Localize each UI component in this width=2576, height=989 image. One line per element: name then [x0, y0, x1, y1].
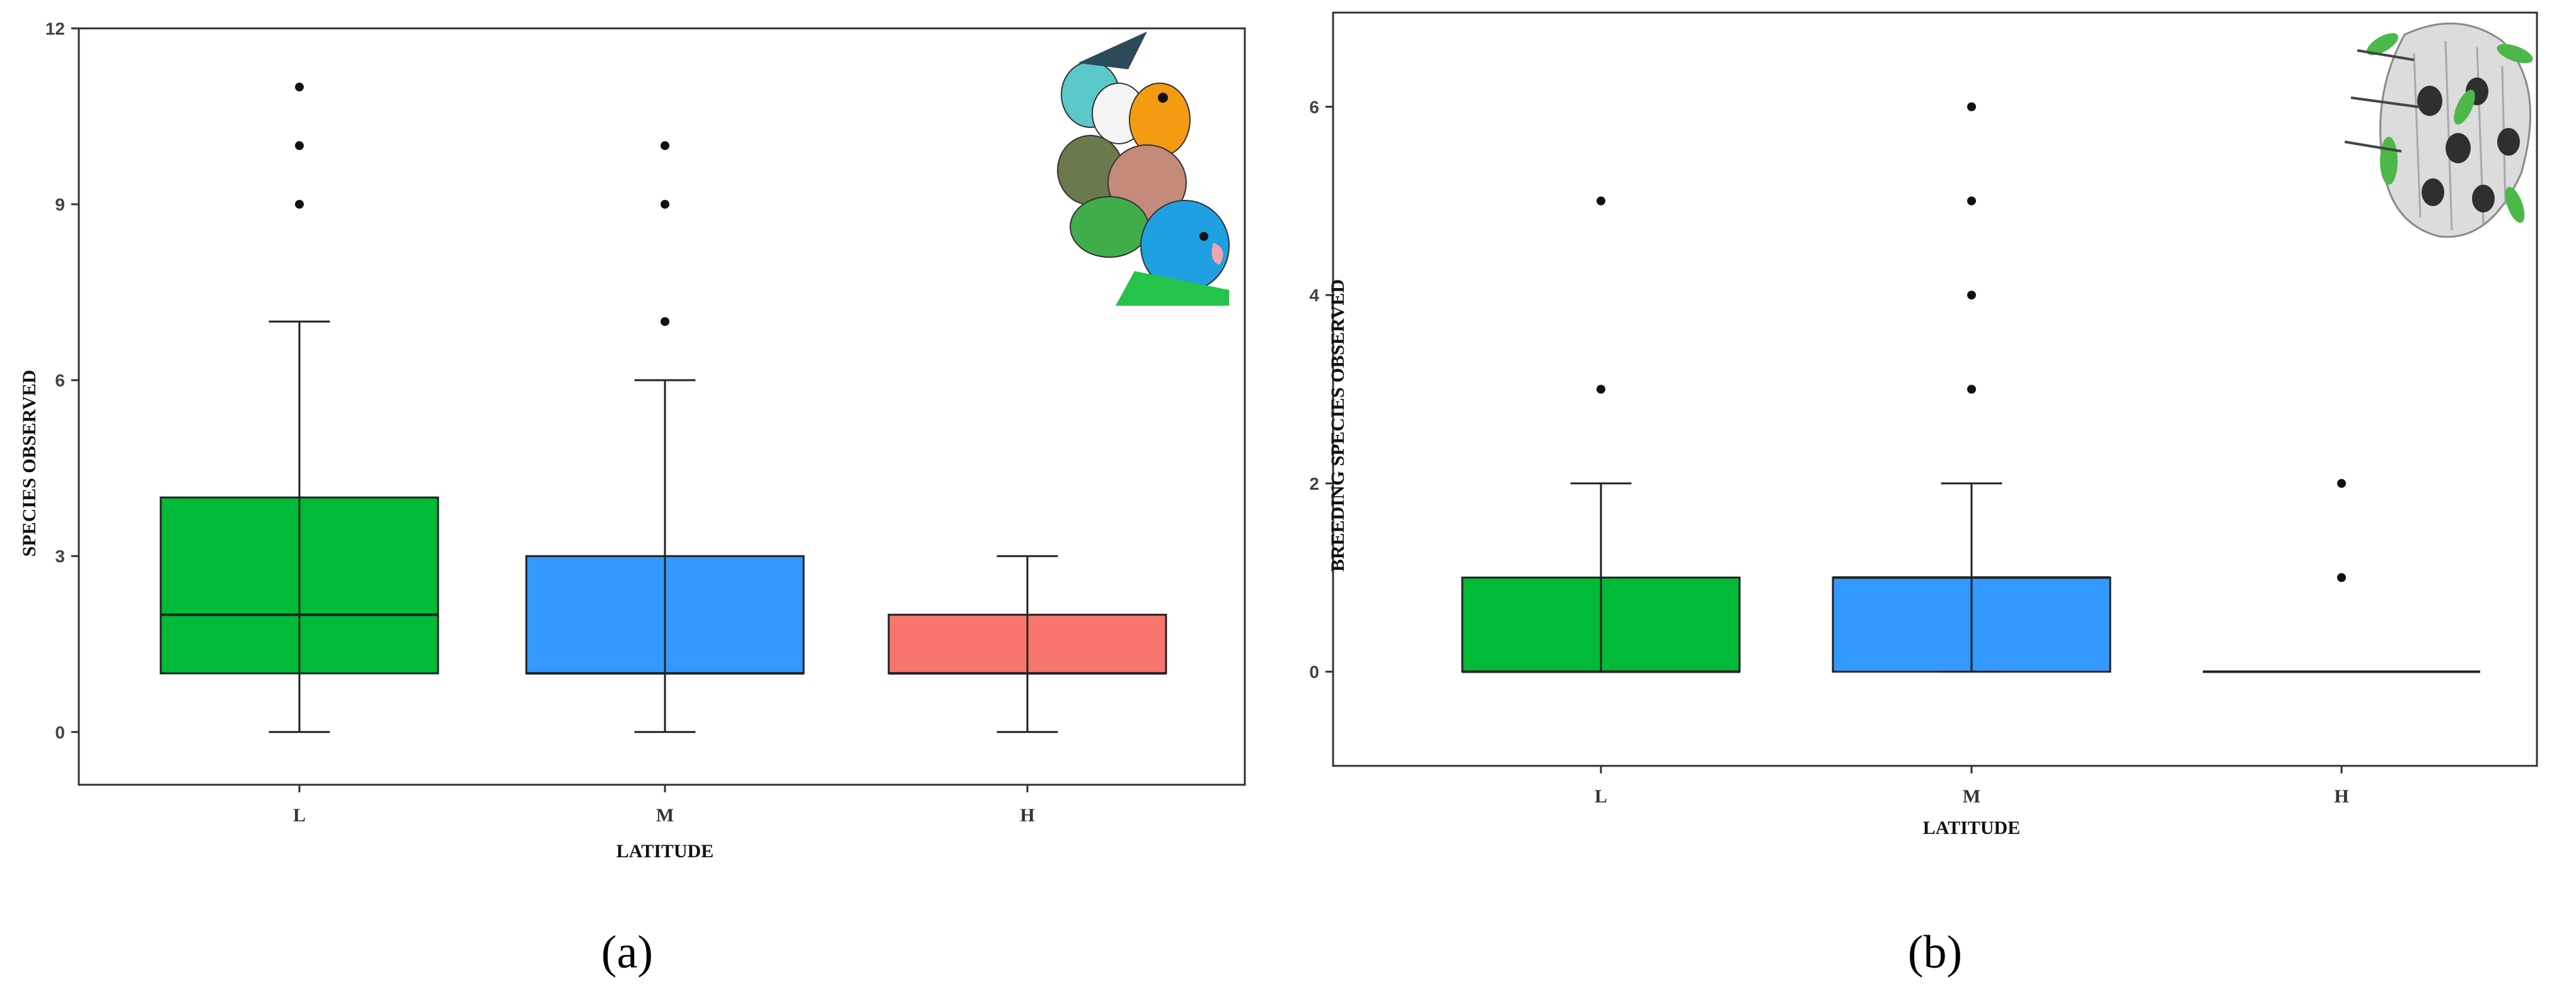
box-outlier-point [2337, 478, 2346, 488]
box-outlier-point [295, 141, 304, 151]
box-outlier-point [1967, 291, 1976, 300]
box-H [2203, 478, 2480, 673]
panel-a-label: (a) [601, 927, 653, 978]
box-outlier-point [1967, 196, 1976, 205]
y-tick-label: 6 [1309, 97, 1319, 117]
x-tick-label: L [1595, 786, 1607, 807]
box-outlier-point [1597, 385, 1605, 394]
box-outlier-point [2337, 573, 2346, 582]
x-tick-label: H [1020, 805, 1034, 826]
box-outlier-point [661, 141, 669, 151]
panel-b-y-axis-title: BREEDING SPECIES OBSERVED [1327, 279, 1348, 572]
box-H [887, 555, 1167, 733]
y-tick-label: 9 [55, 195, 65, 214]
box-L [159, 83, 439, 733]
y-tick-label: 4 [1309, 286, 1319, 305]
y-tick-label: 0 [55, 722, 65, 742]
box-M [525, 141, 805, 733]
box-outlier-point [1967, 385, 1976, 394]
parrots-illustration [1057, 32, 1230, 306]
panel-b-y-ticks: 0 2 4 6 [1309, 97, 1333, 682]
box-outlier-point [1597, 196, 1605, 205]
x-tick-label: M [1963, 786, 1980, 807]
box-outlier-point [661, 200, 669, 209]
panel-a-x-axis-title: LATITUDE [616, 841, 713, 862]
y-tick-label: 0 [1309, 662, 1319, 682]
x-tick-label: M [656, 805, 674, 826]
panel-a-y-axis-title: SPECIES OBSERVED [19, 370, 40, 557]
box-outlier-point [295, 200, 304, 209]
panel-a-chart: 0 3 6 9 12 L M H LATITUDE SPECIES OBSERVED (a) [19, 19, 1246, 978]
panel-b-x-axis-title: LATITUDE [1923, 818, 2020, 838]
y-tick-label: 2 [1309, 474, 1319, 494]
panel-a-y-ticks: 0 3 6 9 12 [45, 19, 79, 742]
panel-a-boxes [159, 83, 1167, 733]
panel-b-chart: 0 2 4 6 L M H LATITUDE BREEDING SPECIES OBSER… [1309, 11, 2538, 978]
box-M [1832, 102, 2111, 673]
box-outlier-point [295, 83, 304, 92]
panel-b-label: (b) [1908, 927, 1962, 978]
box-outlier-point [1967, 102, 1976, 112]
box-L [1461, 196, 1741, 673]
x-tick-label: H [2334, 786, 2348, 807]
y-tick-label: 6 [55, 371, 65, 390]
x-tick-label: L [293, 805, 306, 826]
panel-b-boxes [1461, 102, 2480, 673]
nest-illustration [2344, 22, 2533, 238]
y-tick-label: 3 [55, 547, 65, 566]
y-tick-label: 12 [45, 19, 65, 38]
box-outlier-point [661, 317, 669, 327]
